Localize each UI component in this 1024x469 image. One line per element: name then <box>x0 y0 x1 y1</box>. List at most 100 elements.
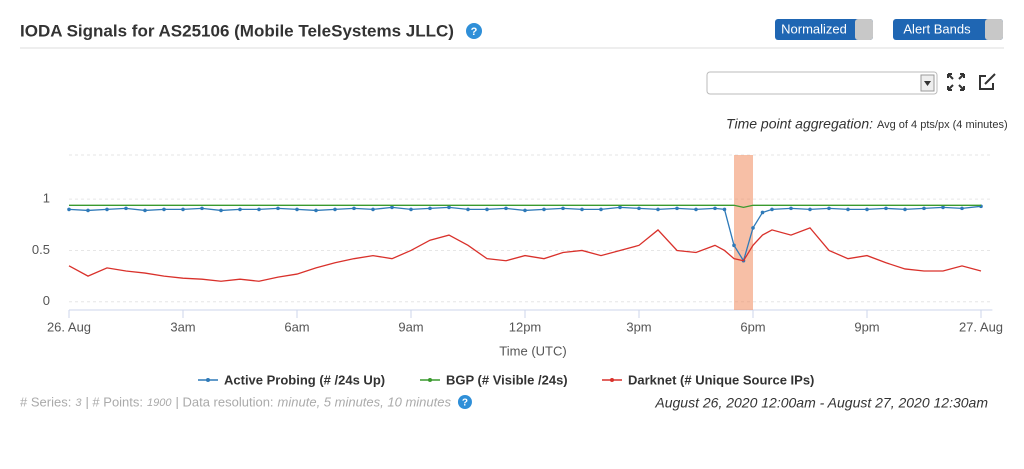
button-bg <box>893 19 1003 40</box>
dropdown-box <box>706 71 938 95</box>
normalized-button[interactable]: Normalized <box>775 19 873 40</box>
series-line <box>69 204 981 209</box>
footer-value: 1900 <box>147 397 172 409</box>
point <box>86 208 90 213</box>
button-label: Alert Bands <box>903 21 971 36</box>
point <box>865 207 869 212</box>
series-line <box>68 227 982 282</box>
x-tick-label: 6pm <box>740 319 765 334</box>
aggregation-detail: Avg of 4 pts/px (4 minutes) <box>877 119 1008 131</box>
point <box>960 206 964 211</box>
point <box>295 207 299 212</box>
point <box>722 207 727 212</box>
legend-marker <box>206 378 210 382</box>
x-tick-label: 3pm <box>626 319 651 334</box>
point <box>409 207 413 212</box>
legend-item[interactable]: Active Probing (# /24s Up) <box>198 372 385 387</box>
point <box>371 207 375 212</box>
help-glyph: ? <box>471 26 478 38</box>
x-tick-label: 9pm <box>854 319 879 334</box>
button-label: Normalized <box>781 21 847 36</box>
point <box>162 207 166 212</box>
help-icon[interactable] <box>466 23 482 39</box>
point <box>580 207 584 212</box>
point <box>941 205 945 210</box>
x-tick-label: 26. Aug <box>47 319 91 334</box>
legend-label: Darknet (# Unique Source IPs) <box>628 372 814 387</box>
series-line <box>68 205 982 263</box>
footer-label: | # Points: <box>85 394 143 409</box>
point <box>732 243 736 248</box>
point <box>504 206 508 211</box>
x-tick-label: 3am <box>170 319 195 334</box>
legend-item[interactable]: BGP (# Visible /24s) <box>420 372 568 387</box>
aggregation-label: Time point aggregation: <box>726 116 873 132</box>
footer-value: 3 <box>75 397 82 409</box>
button-toggle <box>985 19 1003 40</box>
point <box>599 207 603 212</box>
dropdown[interactable] <box>706 71 938 95</box>
legend: Active Probing (# /24s Up) BGP (# Visible… <box>198 372 814 387</box>
point <box>884 206 888 211</box>
legend-marker <box>610 378 614 382</box>
x-tick-label: 12pm <box>509 319 542 334</box>
title: IODA Signals for AS25106 (Mobile TeleSys… <box>20 21 454 40</box>
footer-label: | Data resolution: <box>176 394 274 409</box>
point <box>922 206 926 211</box>
alert-band <box>734 155 753 310</box>
point <box>789 206 793 211</box>
plot: 0 0.5 1 26. Aug 3am 6am 9am 12pm 3pm 6pm 9pm 27. Au… <box>32 154 1003 334</box>
y-tick-label: 0.5 <box>32 242 50 257</box>
legend-label: BGP (# Visible /24s) <box>446 372 568 387</box>
point <box>523 208 527 213</box>
help-glyph: ? <box>462 398 468 409</box>
point <box>694 207 698 212</box>
fullscreen-icon[interactable] <box>947 73 965 91</box>
help-icon[interactable] <box>457 395 472 409</box>
footer-label: # Series: <box>20 394 71 409</box>
x-tick-label: 27. Aug <box>959 319 1003 334</box>
point <box>143 208 147 213</box>
y-tick-label: 1 <box>43 191 50 206</box>
point <box>751 226 755 230</box>
point <box>713 206 717 211</box>
edit-icon[interactable] <box>979 73 996 90</box>
button-toggle <box>855 19 873 40</box>
point <box>333 207 337 212</box>
legend-marker <box>428 378 432 382</box>
y-tick-label: 0 <box>43 293 50 308</box>
point <box>200 206 204 211</box>
point <box>390 205 394 210</box>
point <box>827 206 831 211</box>
point <box>238 207 242 212</box>
point <box>181 207 185 212</box>
x-tick-label: 6am <box>284 319 309 334</box>
button-bg <box>775 19 873 40</box>
point <box>67 207 71 212</box>
legend-item[interactable]: Darknet (# Unique Source IPs) <box>602 372 814 387</box>
point <box>760 210 765 215</box>
point <box>428 206 432 211</box>
footer-value: minute, 5 minutes, 10 minutes <box>278 394 452 409</box>
point <box>637 206 641 211</box>
alert-bands-button[interactable]: Alert Bands <box>893 19 1003 40</box>
point <box>770 207 774 212</box>
point <box>618 205 622 210</box>
point <box>808 207 812 212</box>
point <box>675 206 679 211</box>
point <box>846 207 850 212</box>
point <box>257 207 261 212</box>
footer: # Series: 3 | # Points: 1900 | Data reso… <box>20 394 451 409</box>
point <box>561 206 565 211</box>
date-range: August 26, 2020 12:00am - August 27, 202… <box>654 395 988 411</box>
point <box>124 206 128 211</box>
legend-label: Active Probing (# /24s Up) <box>224 372 385 387</box>
point <box>466 207 470 212</box>
point <box>447 205 451 210</box>
x-axis-title: Time (UTC) <box>499 343 566 358</box>
point <box>105 207 109 212</box>
point <box>542 207 546 212</box>
